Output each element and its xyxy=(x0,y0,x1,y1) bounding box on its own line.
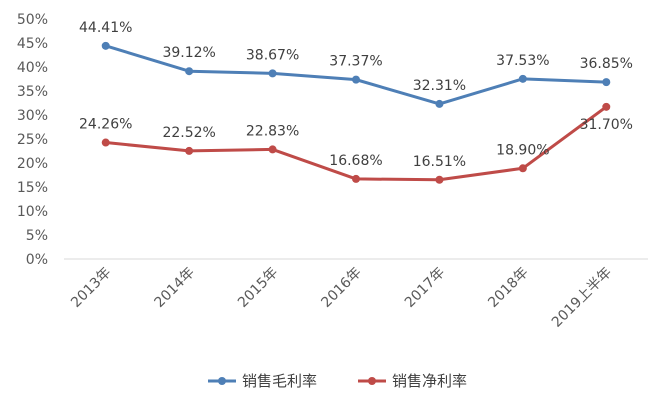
data-label: 38.67% xyxy=(246,47,299,63)
x-tick-label: 2016年 xyxy=(318,265,364,311)
data-point xyxy=(435,99,444,108)
data-point xyxy=(185,67,194,76)
x-tick-label: 2015年 xyxy=(235,265,281,311)
y-tick-label: 45% xyxy=(17,36,48,52)
data-label: 37.37% xyxy=(329,54,382,70)
y-tick-label: 10% xyxy=(17,204,48,220)
data-label: 32.31% xyxy=(413,78,466,94)
y-tick-label: 5% xyxy=(26,228,48,244)
data-label: 16.51% xyxy=(413,154,466,170)
data-point xyxy=(185,146,194,155)
x-tick-label: 2019上半年 xyxy=(549,265,615,331)
data-label: 36.85% xyxy=(580,56,633,72)
x-tick-label: 2014年 xyxy=(152,265,198,311)
data-point xyxy=(518,164,527,173)
data-label: 22.52% xyxy=(162,125,215,141)
y-tick-label: 40% xyxy=(17,60,48,76)
data-label: 44.41% xyxy=(79,20,132,36)
y-tick-label: 35% xyxy=(17,84,48,100)
data-point xyxy=(101,41,110,50)
data-point xyxy=(435,175,444,184)
x-tick-label: 2017年 xyxy=(402,265,448,311)
y-tick-label: 30% xyxy=(17,108,48,124)
y-tick-label: 25% xyxy=(17,132,48,148)
data-point xyxy=(101,138,110,147)
data-label: 22.83% xyxy=(246,123,299,139)
data-label: 37.53% xyxy=(496,53,549,69)
data-point xyxy=(268,145,277,154)
y-tick-label: 50% xyxy=(17,12,48,28)
series-layer xyxy=(101,41,611,184)
x-tick-label: 2013年 xyxy=(68,265,114,311)
data-label: 24.26% xyxy=(79,117,132,133)
x-axis: 2013年 2014年 2015年 2016年 2017年 2018年 2019上半年 xyxy=(68,265,615,331)
data-label: 31.70% xyxy=(580,117,633,133)
y-axis: 0% 5% 10% 15% 20% 25% 30% 35% 40% 45% 50% xyxy=(17,12,48,268)
data-label: 16.68% xyxy=(329,153,382,169)
data-label: 39.12% xyxy=(162,45,215,61)
data-point xyxy=(268,69,277,78)
data-point xyxy=(602,102,611,111)
legend-marker xyxy=(218,377,226,385)
x-tick-label: 2018年 xyxy=(485,265,531,311)
data-point xyxy=(352,75,360,84)
legend-label: 销售毛利率 xyxy=(242,372,317,390)
data-point xyxy=(352,174,360,183)
data-point xyxy=(518,74,527,83)
legend-label: 销售净利率 xyxy=(392,372,467,390)
y-tick-label: 0% xyxy=(26,252,48,268)
data-label: 18.90% xyxy=(496,142,549,158)
legend: 销售毛利率 销售净利率 xyxy=(208,372,467,390)
y-tick-label: 15% xyxy=(17,180,48,196)
legend-marker xyxy=(368,377,376,385)
y-tick-label: 20% xyxy=(17,156,48,172)
data-point xyxy=(602,78,611,87)
data-labels: 44.41% 39.12% 38.67% 37.37% 32.31% 37.53% 36.8… xyxy=(79,20,633,170)
